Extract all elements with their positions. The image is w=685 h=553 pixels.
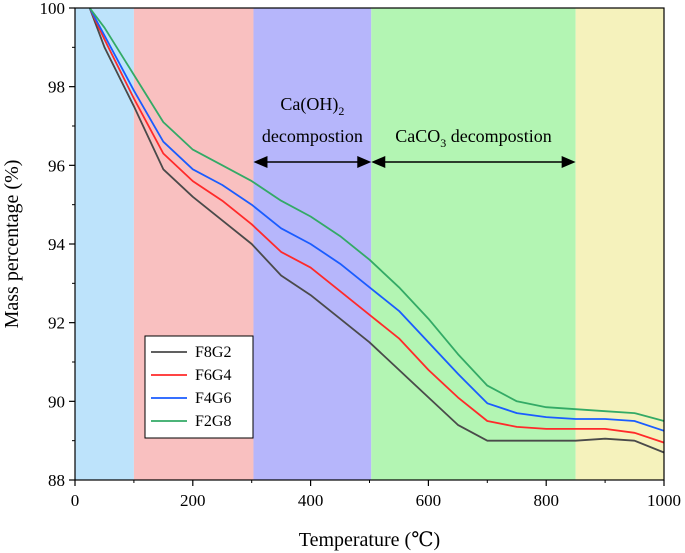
x-tick-label-200: 200 (180, 491, 206, 510)
y-tick-label-98: 98 (48, 78, 65, 97)
y-tick-label-100: 100 (40, 0, 66, 18)
x-tick-label-800: 800 (533, 491, 559, 510)
y-tick-label-94: 94 (48, 235, 66, 254)
region-band-3 (253, 8, 372, 480)
annotation-caoh2-subscript: 2 (338, 104, 344, 118)
annotation-caco3-label: CaCO3 decompostion (395, 126, 552, 150)
legend: F8G2 F6G4 F4G6 F2G8 (144, 335, 254, 439)
legend-label-f2g8: F2G8 (195, 413, 231, 430)
region-band-5 (575, 8, 664, 480)
legend-label-f4g6: F4G6 (195, 390, 231, 407)
annotation-caoh2-main: Ca(OH) (280, 94, 338, 115)
arrow-caco3-head-right (561, 156, 576, 168)
legend-label-f8g2: F8G2 (195, 344, 231, 361)
annotation-arrows (253, 156, 576, 168)
series-line-f6g4 (88, 7, 665, 444)
annotation-caco3-subscript: 3 (440, 136, 446, 150)
annotation-caco3-main: CaCO (395, 126, 440, 146)
arrow-caco3 (371, 156, 576, 168)
x-tick-label-1000: 1000 (647, 491, 681, 510)
x-tick-label-0: 0 (71, 491, 80, 510)
arrow-caoh2-head-right (357, 156, 372, 168)
series-line-f2g8 (88, 7, 665, 422)
y-tick-label-96: 96 (48, 156, 65, 175)
region-band-4 (371, 8, 576, 480)
series-line-f8g2 (88, 7, 665, 454)
series-lines (88, 7, 665, 454)
y-axis-title: Mass percentage (%) (1, 160, 23, 329)
annotation-caoh2-label: Ca(OH)2 (280, 94, 344, 118)
axes: 0 200 400 600 800 1000 88 90 92 94 96 98 100 (40, 0, 682, 510)
x-axis-title: Temperature (℃) (299, 529, 440, 551)
arrow-caoh2 (253, 156, 372, 168)
annotations: Ca(OH)2 decompostion CaCO3 decompostion (253, 94, 576, 168)
legend-label-f6g4: F6G4 (195, 367, 231, 384)
series-line-f4g6 (88, 7, 665, 432)
y-tick-label-92: 92 (48, 314, 65, 333)
arrow-caco3-head-left (371, 156, 386, 168)
x-tick-label-400: 400 (298, 491, 324, 510)
annotation-caoh2-decomposition: decompostion (262, 126, 363, 146)
annotation-caco3-rest: decompostion (446, 126, 552, 146)
arrow-caoh2-head-left (253, 156, 268, 168)
y-tick-label-88: 88 (48, 471, 65, 490)
temperature-regions (75, 8, 664, 480)
y-tick-label-90: 90 (48, 392, 65, 411)
x-tick-label-600: 600 (416, 491, 442, 510)
